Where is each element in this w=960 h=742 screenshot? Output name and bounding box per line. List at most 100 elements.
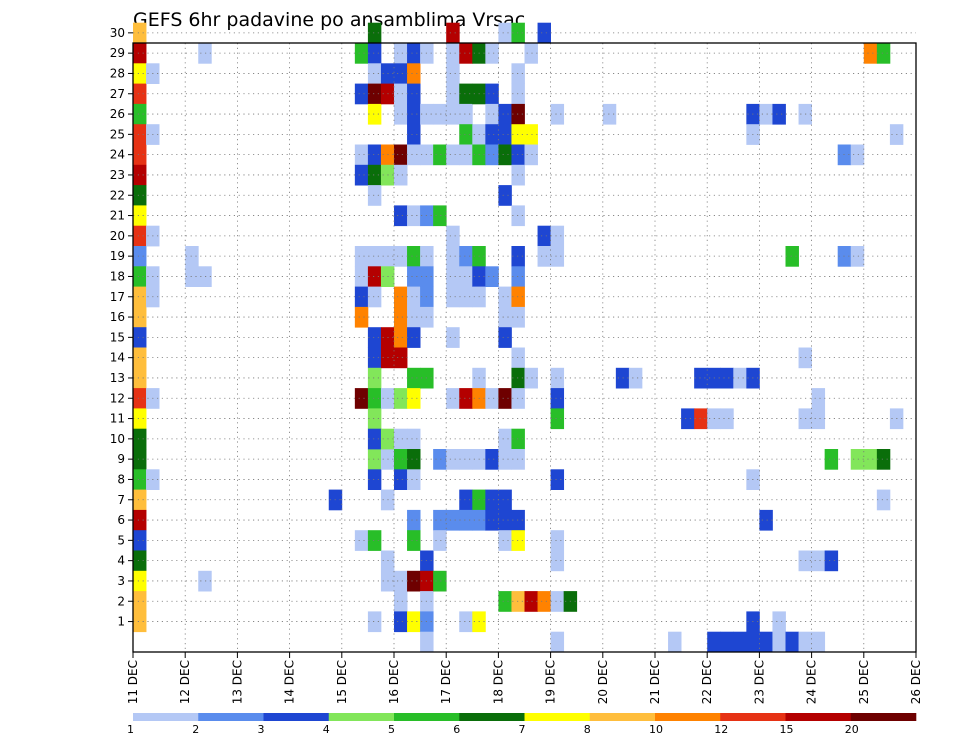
y-tick-label: 9 — [117, 452, 125, 466]
precip-cell — [498, 103, 512, 125]
precip-cell — [133, 103, 147, 125]
colorbar-label: 8 — [584, 723, 591, 736]
precip-cell — [459, 43, 473, 64]
precip-cell — [367, 266, 382, 287]
precip-cell — [367, 367, 382, 389]
precip-cell — [394, 388, 408, 409]
precip-cell — [811, 631, 826, 653]
precip-cell — [133, 347, 147, 369]
precip-cell — [394, 449, 408, 470]
precip-cell — [498, 306, 512, 328]
precip-cell — [354, 164, 369, 186]
colorbar-swatch — [524, 713, 591, 721]
precip-cell — [394, 63, 408, 84]
precip-cell — [407, 266, 421, 287]
precip-cell — [407, 63, 421, 84]
precip-cell — [759, 631, 773, 653]
precip-cell — [876, 43, 891, 64]
precip-cell — [550, 469, 565, 490]
y-tick-label: 8 — [117, 472, 125, 486]
precip-cell — [485, 489, 499, 511]
precip-cell — [367, 22, 382, 44]
precip-cell — [863, 43, 878, 64]
precip-cell — [524, 124, 538, 145]
precip-cell — [498, 144, 512, 166]
precip-cell — [772, 611, 786, 633]
precip-cell — [772, 103, 786, 125]
precip-cell — [550, 631, 565, 653]
precip-cell — [354, 83, 369, 105]
precip-cell — [459, 103, 473, 125]
precip-cell — [407, 509, 421, 531]
precip-cell — [407, 43, 421, 64]
precip-cell — [133, 266, 147, 287]
precip-cell — [615, 367, 630, 389]
precip-cell — [394, 306, 408, 328]
precip-cell — [433, 530, 447, 551]
precip-cell — [367, 43, 382, 64]
precip-cell — [367, 185, 382, 206]
precip-cell — [628, 367, 643, 389]
precip-cell — [433, 144, 447, 166]
precip-cell — [498, 388, 512, 409]
y-tick-label: 4 — [117, 554, 125, 568]
precip-cell — [407, 286, 421, 308]
x-tick-label: 25 DEC — [857, 660, 871, 704]
precip-cell — [407, 103, 421, 125]
x-tick-label: 20 DEC — [596, 660, 610, 704]
precip-cell — [720, 408, 734, 430]
y-tick-label: 30 — [110, 26, 125, 40]
precip-cell — [407, 388, 421, 409]
precip-cell — [550, 388, 565, 409]
grid-lines — [133, 32, 916, 652]
precip-cell — [498, 489, 512, 511]
precip-cell — [446, 83, 460, 105]
colorbar-label: 1 — [127, 723, 134, 736]
x-tick-label: 23 DEC — [752, 660, 766, 704]
precip-cell — [354, 388, 369, 409]
y-tick-label: 10 — [110, 432, 125, 446]
precip-cell — [485, 388, 499, 409]
precip-cell — [446, 266, 460, 287]
colorbar-label: 20 — [845, 723, 859, 736]
precip-cell — [498, 22, 512, 44]
colorbar-swatch — [328, 713, 395, 721]
y-tick-label: 1 — [117, 615, 125, 629]
x-tick-label: 24 DEC — [805, 660, 819, 704]
precip-cell — [446, 246, 460, 267]
precip-cell — [446, 43, 460, 64]
precip-cell — [811, 550, 826, 572]
y-tick-label: 20 — [110, 229, 125, 243]
precip-cell — [550, 367, 565, 389]
precip-cell — [446, 449, 460, 470]
y-tick-label: 12 — [110, 391, 125, 405]
precip-cell — [811, 388, 826, 409]
precip-cell — [485, 103, 499, 125]
precip-cell — [133, 408, 147, 430]
precip-cell — [485, 83, 499, 105]
y-tick-label: 14 — [110, 351, 125, 365]
y-tick-label: 15 — [110, 330, 125, 344]
precip-cell — [354, 246, 369, 267]
precip-cell — [459, 489, 473, 511]
precip-cell — [707, 631, 721, 653]
precip-cell — [785, 246, 799, 267]
x-tick-label: 26 DEC — [909, 660, 923, 704]
precip-cell — [394, 347, 408, 369]
precip-cell — [459, 83, 473, 105]
precip-cell — [407, 83, 421, 105]
precip-cell — [498, 124, 512, 145]
precip-cell — [133, 185, 147, 206]
precip-cell — [133, 22, 147, 44]
precip-cell — [133, 144, 147, 166]
precip-cell — [759, 103, 773, 125]
precip-cell — [354, 43, 369, 64]
x-tick-label: 12 DEC — [178, 660, 192, 704]
precip-cell — [407, 611, 421, 633]
colorbar-swatch — [785, 713, 852, 721]
precip-cell — [446, 63, 460, 84]
precip-cell — [198, 43, 212, 64]
precip-cell — [394, 43, 408, 64]
y-tick-label: 18 — [110, 269, 125, 283]
precip-cell — [407, 367, 421, 389]
